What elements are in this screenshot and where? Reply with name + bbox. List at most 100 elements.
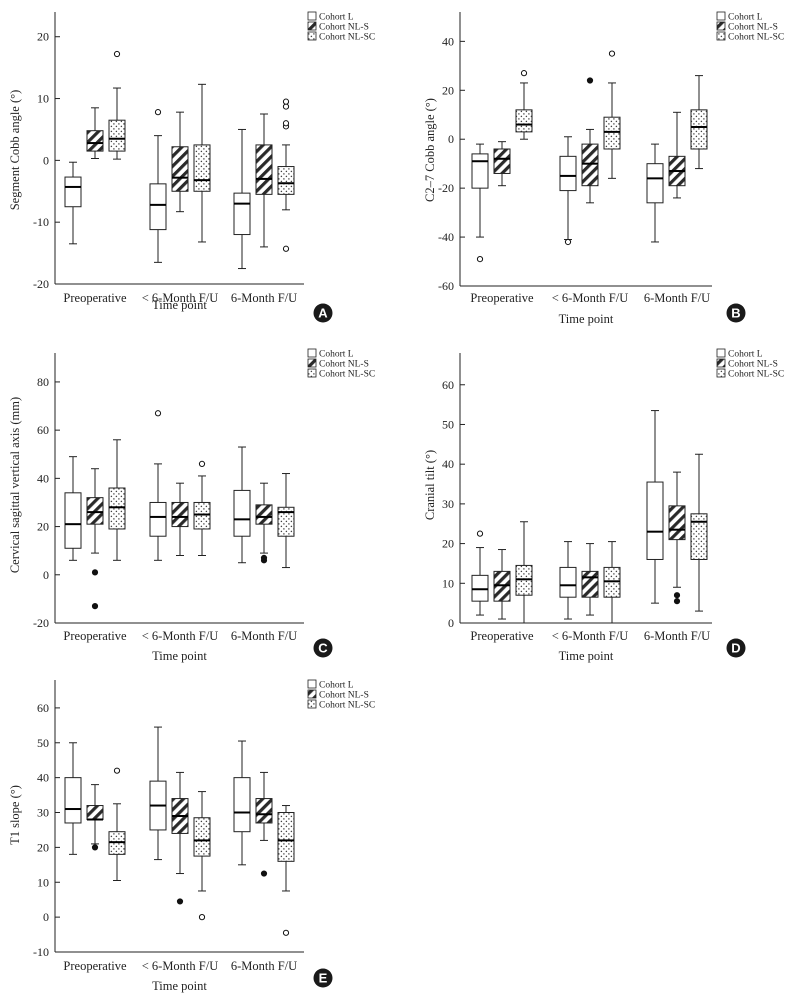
box-iqr — [559, 566, 577, 598]
y-axis-label: C2–7 Cobb angle (°) — [423, 98, 437, 202]
y-tick-label: 50 — [37, 736, 49, 750]
y-tick-label: 60 — [442, 378, 454, 392]
outlier-point — [198, 914, 206, 921]
box-iqr — [690, 109, 708, 150]
y-tick-label: 10 — [442, 576, 454, 590]
x-tick-label: < 6-Month F/U — [142, 629, 219, 643]
box-C-1-0 — [86, 468, 104, 610]
legend-label: Cohort NL-S — [728, 23, 778, 33]
box-iqr — [149, 501, 167, 537]
x-tick-label: < 6-Month F/U — [552, 629, 629, 643]
box-E-1-1 — [171, 771, 189, 905]
legend-label: Cohort NL-S — [319, 360, 369, 370]
x-tick-label: < 6-Month F/U — [142, 959, 219, 973]
box-C-1-1 — [171, 482, 189, 556]
panel-badge-label: D — [731, 641, 740, 656]
x-tick-label: < 6-Month F/U — [142, 291, 219, 305]
box-B-0-1 — [559, 136, 577, 246]
outlier-point — [91, 603, 99, 610]
legend-swatch-hatch — [716, 358, 726, 368]
y-tick-label: 30 — [442, 497, 454, 511]
outlier-point — [113, 50, 121, 58]
panel-badge-label: B — [731, 306, 740, 321]
box-iqr — [581, 143, 599, 187]
outlier-point — [673, 598, 681, 605]
box-A-1-1 — [171, 111, 189, 213]
panel-badge — [313, 968, 333, 988]
y-axis-label: T1 slope (°) — [8, 785, 22, 845]
y-tick-label: 30 — [37, 806, 49, 820]
box-D-2-1 — [603, 541, 621, 624]
box-C-0-0 — [64, 456, 82, 561]
box-iqr — [149, 183, 167, 231]
box-iqr — [690, 513, 708, 560]
legend-label: Cohort NL-SC — [728, 370, 784, 380]
box-E-0-2 — [233, 740, 251, 866]
y-tick-label: -20 — [438, 181, 454, 195]
box-iqr — [233, 192, 251, 236]
box-iqr — [86, 497, 104, 525]
x-tick-label: Preoperative — [470, 291, 534, 305]
legend-label: Cohort L — [728, 13, 763, 23]
legend-label: Cohort L — [319, 681, 354, 691]
box-C-1-2 — [255, 482, 273, 564]
legend-swatch-dots — [307, 31, 317, 41]
box-D-1-2 — [668, 471, 686, 605]
legend-label: Cohort L — [319, 13, 354, 23]
box-A-2-2 — [277, 98, 295, 252]
box-iqr — [255, 798, 273, 824]
outlier-point — [673, 592, 681, 599]
box-iqr — [233, 489, 251, 537]
x-tick-label: 6-Month F/U — [644, 291, 710, 305]
box-B-2-2 — [690, 75, 708, 170]
box-E-2-0 — [108, 767, 126, 882]
outlier-point — [282, 120, 290, 127]
box-B-2-1 — [603, 50, 621, 179]
panel-badge — [726, 303, 746, 323]
box-iqr — [86, 130, 104, 152]
legend-swatch-plain — [307, 11, 317, 21]
box-A-0-2 — [233, 128, 251, 270]
legend-swatch-dots — [307, 368, 317, 378]
y-tick-label: -20 — [33, 277, 49, 291]
box-iqr — [277, 166, 295, 195]
box-iqr — [64, 492, 82, 549]
x-axis-label: Time point — [559, 649, 614, 663]
box-iqr — [277, 812, 295, 862]
panel-A: -20 -10 0 10 20 Preoperative < 6-Month F/U 6-Mo… — [8, 11, 375, 323]
legend-swatch-dots — [716, 31, 726, 41]
box-iqr — [581, 570, 599, 598]
box-A-0-0 — [64, 161, 82, 245]
box-B-2-0 — [515, 70, 533, 140]
legend-label: Cohort L — [728, 350, 763, 360]
box-iqr — [171, 146, 189, 192]
outlier-point — [91, 569, 99, 576]
y-tick-label: 20 — [442, 83, 454, 97]
legend-swatch-hatch — [307, 358, 317, 368]
y-tick-label: 50 — [442, 417, 454, 431]
box-iqr — [255, 144, 273, 195]
y-tick-label: 20 — [37, 520, 49, 534]
panel-badge-label: E — [319, 971, 328, 986]
outlier-point — [282, 929, 290, 936]
y-tick-label: -60 — [438, 279, 454, 293]
legend-label: Cohort NL-SC — [319, 33, 375, 43]
y-tick-label: 10 — [37, 92, 49, 106]
legend-label: Cohort NL-SC — [319, 370, 375, 380]
box-iqr — [493, 148, 511, 174]
box-D-0-1 — [559, 541, 577, 620]
y-tick-label: 0 — [43, 568, 49, 582]
box-iqr — [64, 777, 82, 824]
box-E-1-2 — [255, 771, 273, 877]
box-E-0-0 — [64, 742, 82, 855]
outlier-point — [260, 554, 268, 562]
legend-swatch-plain — [716, 11, 726, 21]
box-D-0-0 — [471, 530, 489, 616]
y-axis-label: Cranial tilt (°) — [423, 450, 437, 520]
outlier-point — [198, 460, 206, 467]
y-tick-label: 10 — [37, 875, 49, 889]
y-tick-label: -20 — [33, 616, 49, 630]
y-tick-label: 60 — [37, 701, 49, 715]
box-E-2-1 — [193, 791, 211, 921]
outlier-point — [564, 238, 572, 246]
